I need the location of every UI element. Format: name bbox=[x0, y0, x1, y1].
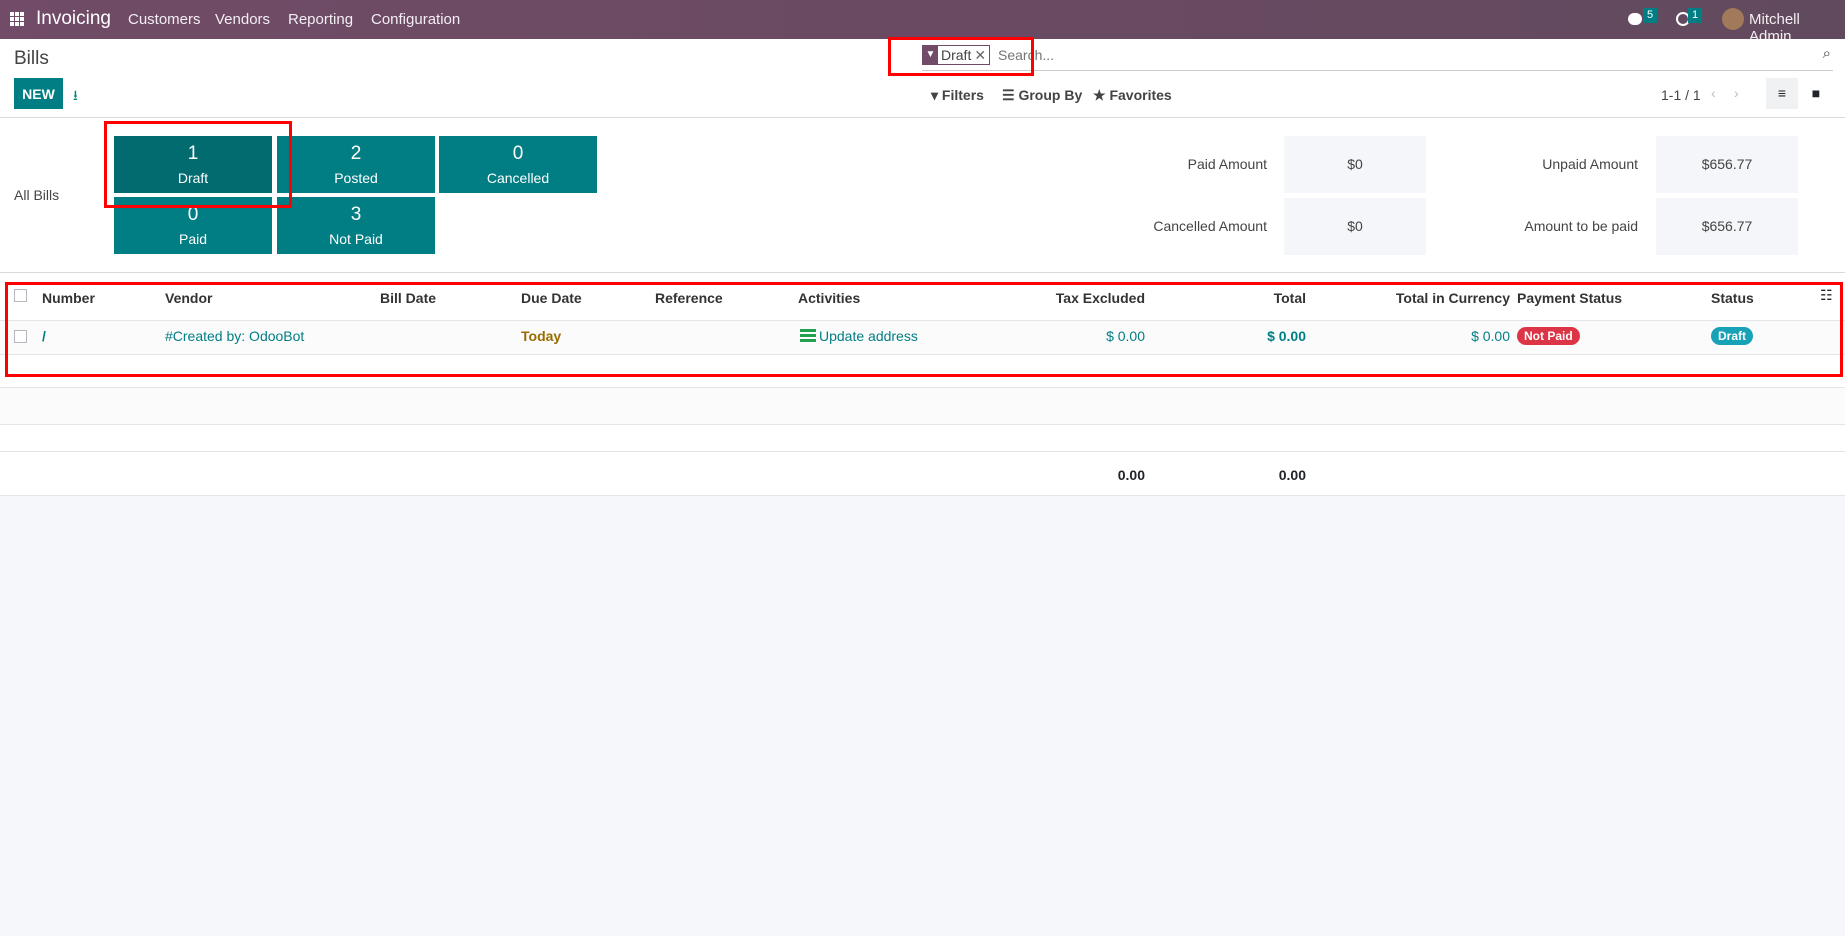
col-payment-status[interactable]: Payment Status bbox=[1517, 290, 1623, 306]
paid-amount-value: $0 bbox=[1284, 136, 1426, 193]
bills-dashboard: All Bills 1 Draft 2 Posted 0 Cancelled 0 Pai… bbox=[0, 118, 1845, 273]
tile-label: Posted bbox=[334, 170, 378, 186]
tile-label: Paid bbox=[178, 231, 208, 247]
filter-icon: ▼ bbox=[923, 46, 938, 64]
column-settings-icon[interactable]: ☷ bbox=[1820, 287, 1833, 303]
col-vendor[interactable]: Vendor bbox=[165, 290, 213, 306]
new-button[interactable]: NEW bbox=[14, 78, 63, 109]
activities-badge: 1 bbox=[1688, 8, 1703, 23]
filter-facet: ▼ Draft ✕ bbox=[922, 45, 991, 65]
cell-activity[interactable]: Update address bbox=[819, 328, 918, 344]
search-input[interactable] bbox=[998, 45, 1598, 65]
filters-button[interactable]: ▾ Filters bbox=[931, 87, 984, 103]
group-by-button[interactable]: ☰ Group By bbox=[1002, 87, 1083, 103]
col-number[interactable]: Number bbox=[42, 290, 95, 306]
cell-total-currency: $ 0.00 bbox=[1471, 328, 1510, 344]
col-bill-date[interactable]: Bill Date bbox=[380, 290, 437, 306]
row-checkbox[interactable] bbox=[14, 330, 27, 343]
tile-not-paid[interactable]: 3 Not Paid bbox=[277, 197, 435, 254]
select-all-checkbox[interactable] bbox=[14, 289, 27, 302]
search-icon[interactable]: ⌕ bbox=[1822, 45, 1831, 62]
messages-badge: 5 bbox=[1643, 8, 1658, 23]
menu-configuration[interactable]: Configuration bbox=[371, 11, 461, 28]
page-title: Bills bbox=[14, 48, 49, 69]
filters-label: Filters bbox=[941, 87, 984, 103]
app-menu-icon[interactable] bbox=[10, 12, 24, 26]
cell-total: $ 0.00 bbox=[1267, 328, 1306, 344]
group-by-label: Group By bbox=[1018, 87, 1083, 103]
pager-next-icon[interactable]: › bbox=[1734, 85, 1739, 101]
favorites-button[interactable]: ★ Favorites bbox=[1093, 87, 1172, 103]
col-total[interactable]: Total bbox=[1273, 290, 1306, 306]
facet-remove-icon[interactable]: ✕ bbox=[974, 47, 987, 63]
cell-due-date: Today bbox=[521, 328, 562, 344]
cell-number: / bbox=[42, 328, 46, 344]
footer-total: 0.00 bbox=[1278, 467, 1306, 483]
tile-cancelled[interactable]: 0 Cancelled bbox=[439, 136, 597, 193]
tile-label: Cancelled bbox=[486, 170, 550, 186]
list-view-icon[interactable]: ≡ bbox=[1766, 78, 1798, 109]
unpaid-amount-label: Unpaid Amount bbox=[1542, 156, 1638, 172]
all-bills-label: All Bills bbox=[14, 187, 60, 203]
unpaid-amount-value: $656.77 bbox=[1656, 136, 1798, 193]
facet-label: Draft bbox=[941, 47, 972, 63]
col-activities[interactable]: Activities bbox=[798, 290, 861, 306]
tile-draft[interactable]: 1 Draft bbox=[114, 136, 272, 193]
kanban-view-icon[interactable]: ■ bbox=[1811, 85, 1821, 101]
paid-amount-label: Paid Amount bbox=[1187, 156, 1267, 172]
cancelled-amount-value: $0 bbox=[1284, 198, 1426, 255]
messages-icon[interactable] bbox=[1628, 13, 1642, 25]
tile-count: 2 bbox=[350, 143, 362, 164]
tile-count: 0 bbox=[512, 143, 524, 164]
cell-tax-excluded: $ 0.00 bbox=[1106, 328, 1145, 344]
download-icon[interactable]: ⭳ bbox=[73, 87, 78, 103]
activity-icon[interactable] bbox=[800, 329, 816, 343]
menu-customers[interactable]: Customers bbox=[128, 11, 201, 28]
tile-label: Not Paid bbox=[329, 231, 383, 247]
tile-label: Draft bbox=[177, 170, 209, 186]
menu-vendors[interactable]: Vendors bbox=[215, 11, 271, 28]
col-due-date[interactable]: Due Date bbox=[521, 290, 582, 306]
footer-tax-excluded: 0.00 bbox=[1117, 467, 1145, 483]
col-tax-excluded[interactable]: Tax Excluded bbox=[1055, 290, 1145, 306]
amount-to-pay-label: Amount to be paid bbox=[1524, 218, 1638, 234]
tile-count: 1 bbox=[187, 143, 199, 164]
search-bar[interactable]: ▼ Draft ✕ ⌕ bbox=[922, 45, 1833, 71]
cell-vendor: #Created by: OdooBot bbox=[165, 328, 305, 344]
amount-to-pay-value: $656.77 bbox=[1656, 198, 1798, 255]
col-status[interactable]: Status bbox=[1711, 290, 1754, 306]
tile-posted[interactable]: 2 Posted bbox=[277, 136, 435, 193]
top-navbar: Invoicing Customers Vendors Reporting Co… bbox=[0, 0, 1845, 45]
payment-status-badge: Not Paid bbox=[1517, 327, 1580, 345]
tile-paid[interactable]: 0 Paid bbox=[114, 197, 272, 254]
pager-prev-icon[interactable]: ‹ bbox=[1711, 85, 1716, 101]
control-panel: Bills NEW ⭳ ▼ Draft ✕ ⌕ ▾ Filters ☰ Grou… bbox=[0, 39, 1845, 118]
tile-count: 0 bbox=[187, 204, 199, 225]
tile-count: 3 bbox=[350, 204, 362, 225]
col-total-currency[interactable]: Total in Currency bbox=[1395, 290, 1510, 306]
menu-reporting[interactable]: Reporting bbox=[288, 11, 354, 28]
avatar[interactable] bbox=[1722, 8, 1744, 30]
favorites-label: Favorites bbox=[1109, 87, 1172, 103]
pager-value[interactable]: 1-1 / 1 bbox=[1661, 87, 1701, 103]
status-badge: Draft bbox=[1711, 327, 1754, 345]
app-name[interactable]: Invoicing bbox=[36, 8, 111, 29]
bills-table: Number Vendor Bill Date Due Date Referen… bbox=[0, 273, 1845, 496]
cancelled-amount-label: Cancelled Amount bbox=[1153, 218, 1267, 234]
col-reference[interactable]: Reference bbox=[655, 290, 723, 306]
